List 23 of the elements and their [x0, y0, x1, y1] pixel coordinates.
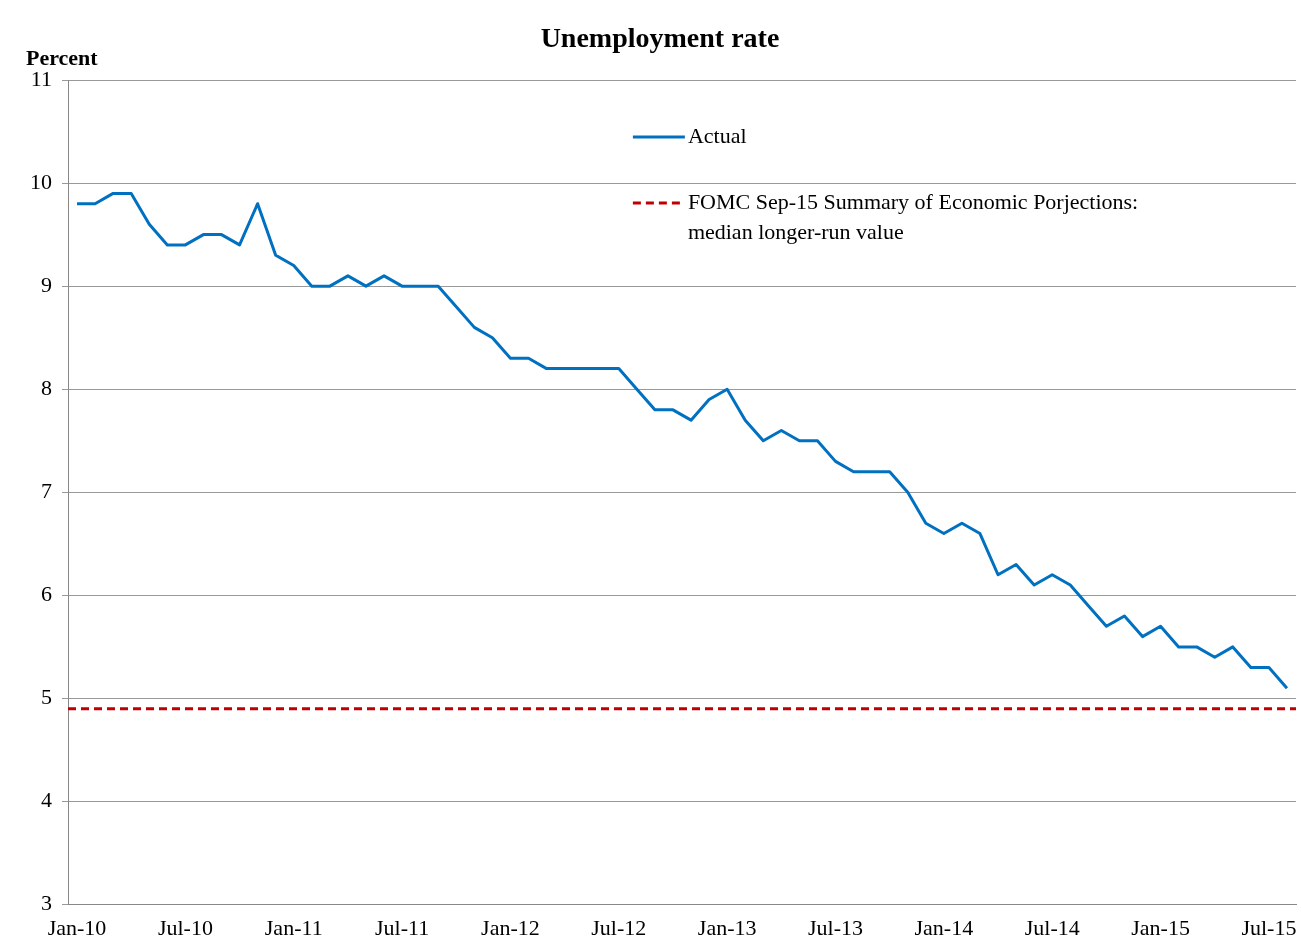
y-tick-label: 7 — [41, 478, 52, 504]
x-tick-label: Jul-12 — [591, 914, 647, 940]
x-tick-label: Jul-11 — [374, 914, 430, 940]
y-tick-label: 6 — [41, 581, 52, 607]
x-tick-label: Jan-13 — [697, 914, 757, 940]
x-tick-label: Jan-15 — [1131, 914, 1190, 940]
x-tick-label: Jan-11 — [264, 914, 323, 940]
y-tick-label: 3 — [41, 890, 52, 916]
legend-label: FOMC Sep-15 Summary of Economic Porjections: median longer-run value — [687, 188, 1139, 244]
x-tick-label: Jan-10 — [47, 914, 107, 940]
y-tick-label: 4 — [41, 787, 52, 813]
x-tick-label: Jul-10 — [157, 914, 213, 940]
x-tick-label: Jul-14 — [1024, 914, 1080, 940]
chart-title: Unemployment rate — [540, 22, 780, 53]
y-tick-label: 5 — [41, 684, 52, 710]
y-tick-label: 8 — [41, 375, 52, 401]
x-tick-label: Jan-12 — [481, 914, 540, 940]
x-tick-label: Jul-15 — [1241, 914, 1297, 940]
x-tick-label: Jul-13 — [808, 914, 863, 940]
legend-label: Actual — [687, 122, 747, 148]
x-tick-label: Jan-14 — [914, 914, 974, 940]
y-tick-label: 9 — [41, 271, 52, 297]
y-tick-label: 10 — [30, 168, 52, 194]
